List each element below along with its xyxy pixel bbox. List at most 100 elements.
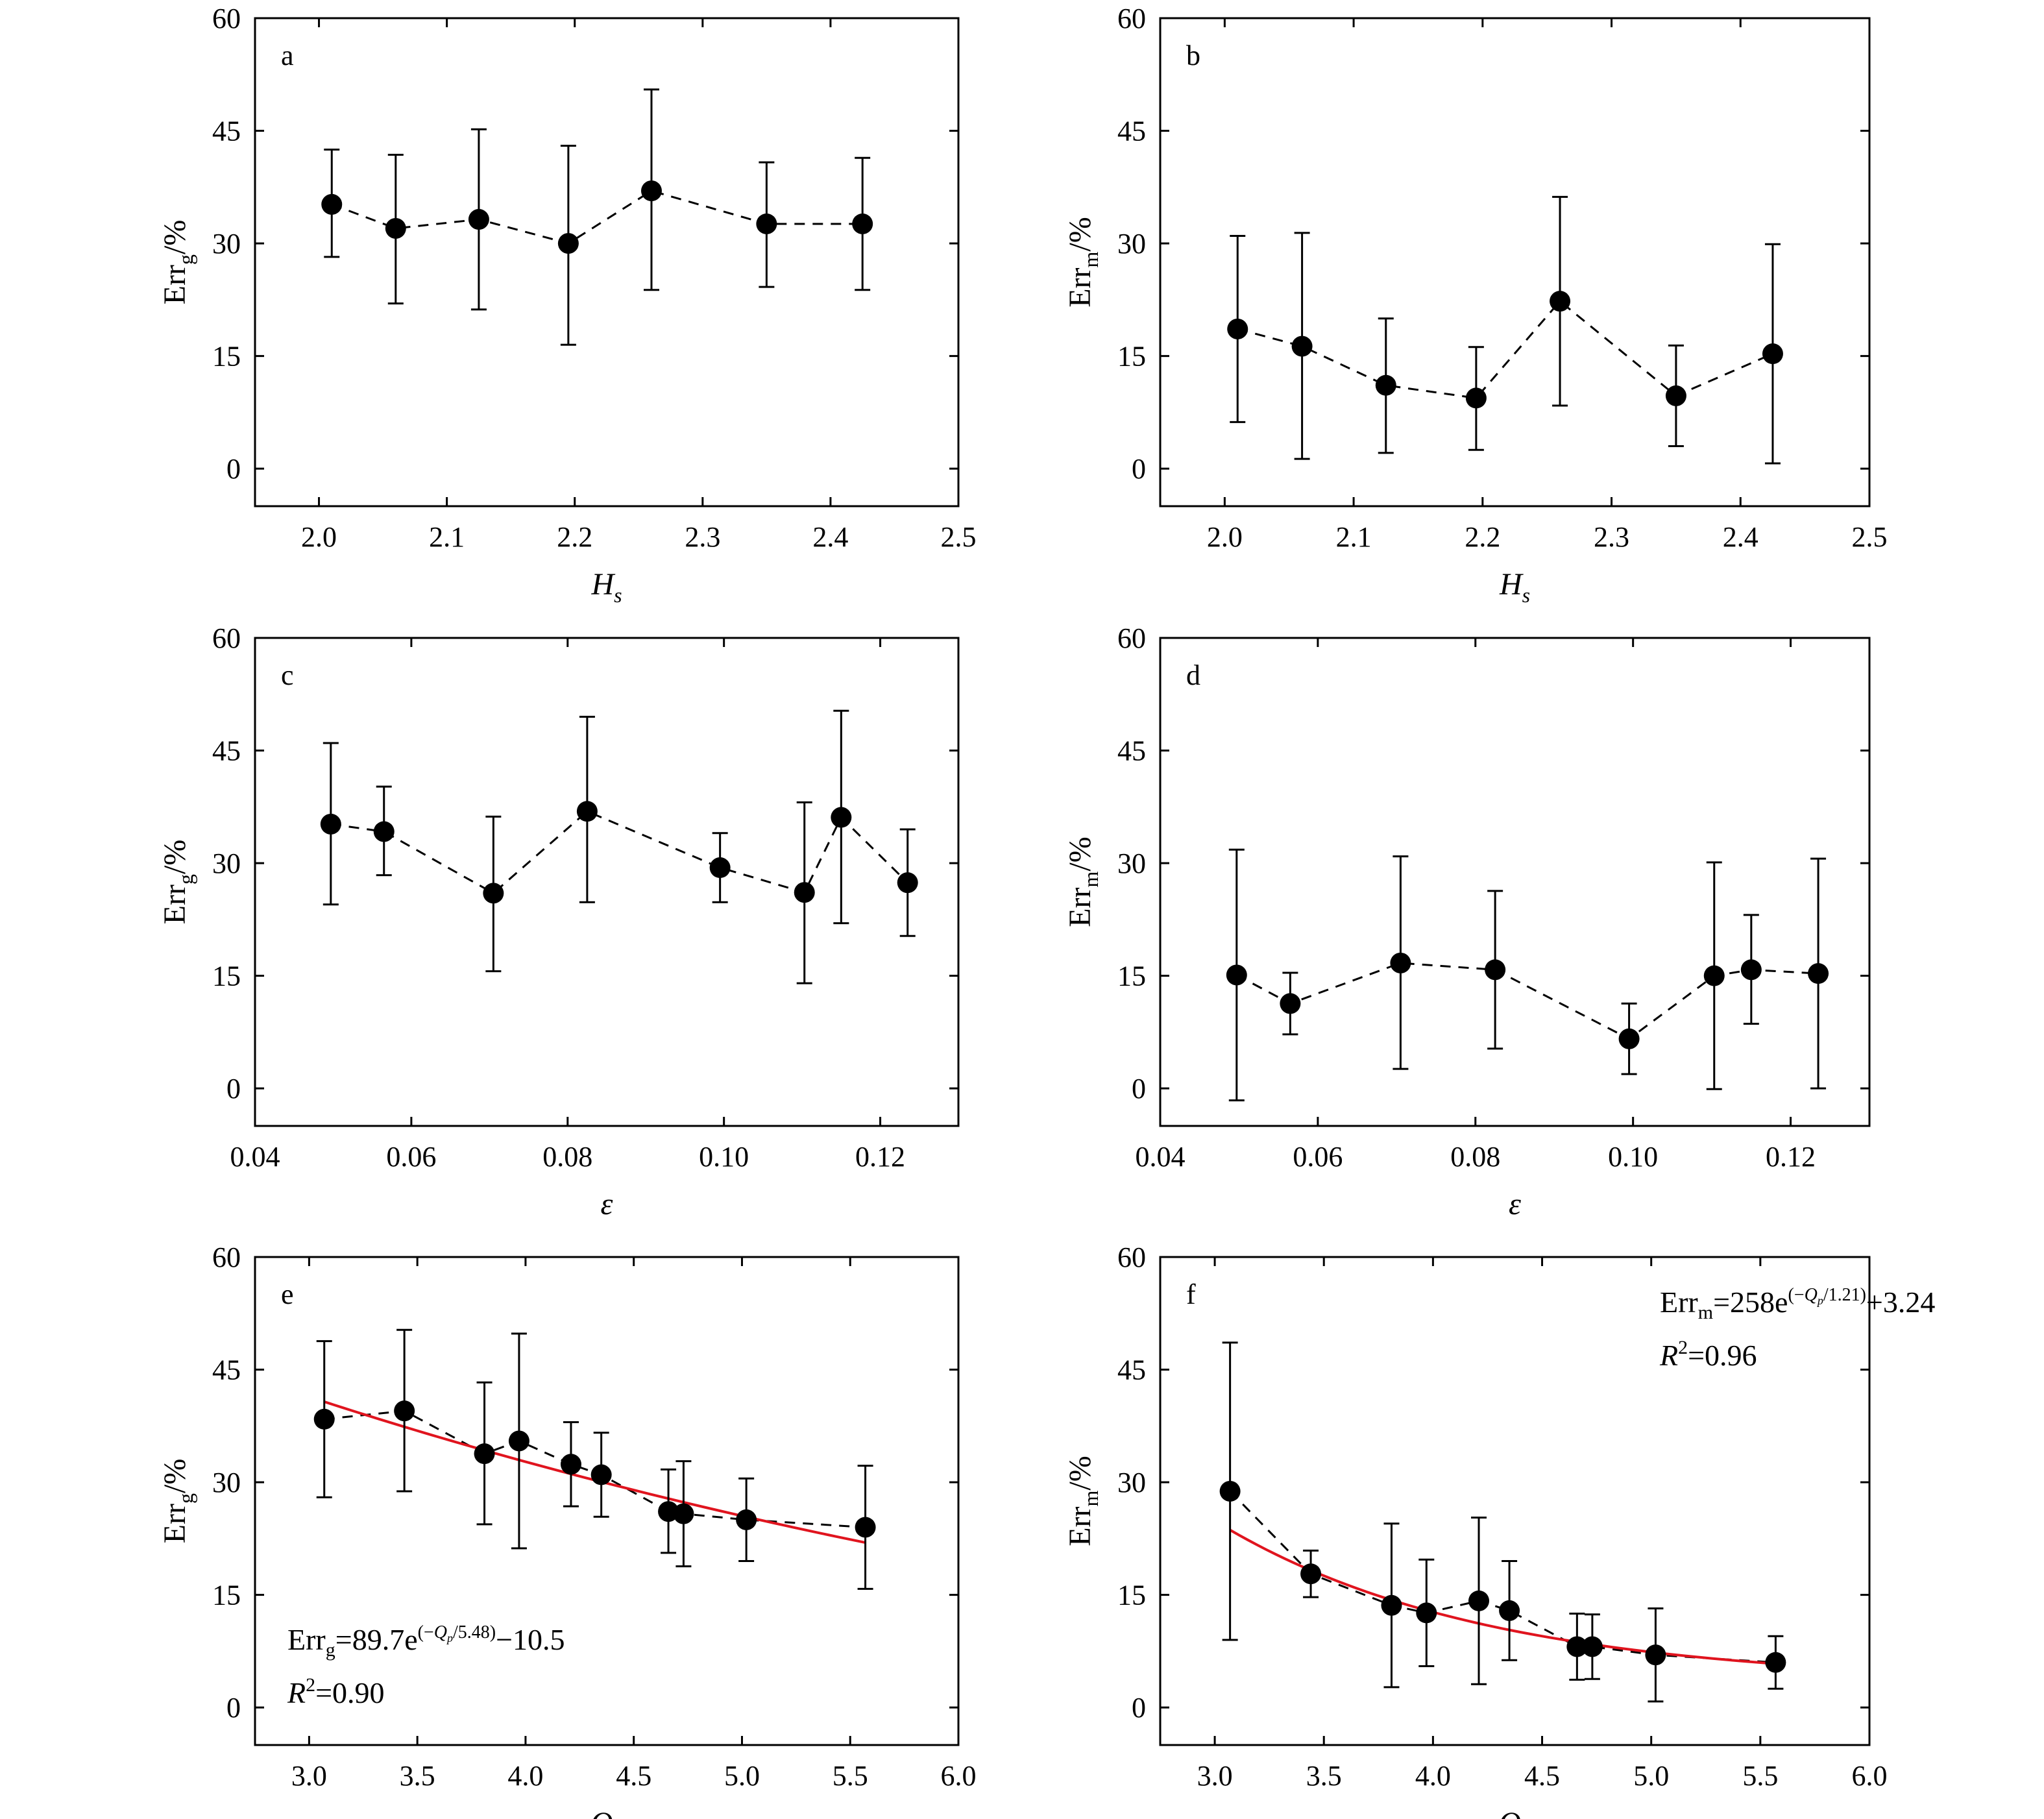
r-squared: R2=0.90: [287, 1674, 385, 1709]
data-point: [321, 193, 343, 215]
x-tick-label: 5.0: [724, 1760, 760, 1792]
plot-frame: [254, 1256, 960, 1746]
x-axis-label-base: Q: [1498, 1806, 1521, 1819]
data-point: [560, 1454, 581, 1475]
y-tick-label: 45: [212, 116, 241, 147]
y-tick-label: 0: [226, 1692, 241, 1724]
data-point: [1280, 993, 1301, 1014]
data-point: [1645, 1644, 1666, 1666]
data-point: [1499, 1600, 1520, 1621]
data-point: [1226, 964, 1247, 986]
series-dashed-line: [330, 810, 908, 895]
eq-tail: +3.24: [1866, 1286, 1935, 1319]
data-point: [1465, 387, 1487, 409]
data-point: [394, 1400, 415, 1422]
x-tick-label: 2.5: [1852, 521, 1888, 553]
data-point: [1703, 965, 1725, 986]
plot-frame: [1159, 637, 1871, 1127]
x-tick-label: 5.5: [833, 1760, 868, 1792]
x-tick-label: 5.5: [1742, 1760, 1778, 1792]
x-tick-label: 0.10: [699, 1141, 749, 1173]
data-point: [1485, 959, 1506, 981]
y-axis-label-base: Err: [158, 1504, 192, 1543]
y-axis-label: Errm/%: [1063, 217, 1102, 308]
y-tick-label: 15: [212, 960, 241, 992]
y-axis-label: Errg/%: [158, 1459, 197, 1544]
panel-letter: d: [1186, 659, 1200, 691]
y-axis-label-base: Err: [1063, 267, 1097, 307]
y-axis-label-base: Err: [1063, 887, 1097, 927]
y-axis-label: Errg/%: [158, 220, 197, 305]
y-tick-label: 30: [212, 848, 241, 879]
y-axis-label-suffix: /%: [158, 840, 192, 874]
y-tick-label: 0: [1132, 1073, 1146, 1105]
data-point: [794, 882, 815, 903]
y-tick-label: 15: [1117, 1580, 1146, 1611]
y-axis-label-sub: m: [1079, 251, 1102, 267]
data-point: [831, 807, 852, 828]
r2-sup: 2: [306, 1674, 315, 1696]
x-axis-label-base: ε: [601, 1187, 613, 1221]
x-axis-label-base: ε: [1509, 1187, 1521, 1221]
panel-a: 0 15 30 45 60 2.0 2.1 2.2 2.3 2.4 2.5 Hs Errg/% a: [158, 3, 977, 607]
y-tick-label: 30: [1117, 848, 1146, 879]
panel-d: 0 15 30 45 60 0.04 0.06 0.08 0.10 0.12 ε Errm/% d: [1063, 622, 1871, 1221]
data-point: [1291, 336, 1313, 357]
panel-letter: c: [281, 659, 294, 691]
plot-frame: [254, 637, 960, 1127]
x-axis-label-base: Q: [590, 1806, 613, 1819]
y-axis-label-base: Err: [158, 885, 192, 924]
x-tick-label: 2.5: [941, 521, 977, 553]
eq-lhs: Err: [287, 1623, 326, 1656]
data-point: [474, 1443, 495, 1465]
eq-exp-pre: (−: [1788, 1285, 1804, 1305]
y-tick-label: 60: [1117, 1241, 1146, 1273]
eq-lhs-sub: m: [1698, 1302, 1713, 1323]
x-axis-label-sub: s: [1522, 583, 1530, 607]
eq-lhs-sub: g: [326, 1639, 335, 1661]
y-tick-label: 15: [212, 341, 241, 372]
eq-exp-var-sub: p: [1816, 1294, 1823, 1307]
y-tick-label: 0: [226, 1073, 241, 1105]
data-point: [508, 1430, 529, 1452]
eq-coef: =258e: [1713, 1286, 1788, 1319]
x-tick-label: 0.06: [386, 1141, 436, 1173]
data-point: [640, 180, 662, 202]
x-axis-label-base: H: [1499, 567, 1524, 602]
y-tick-label: 45: [1117, 1354, 1146, 1386]
y-tick-label: 45: [212, 1354, 241, 1386]
data-point: [673, 1503, 694, 1524]
data-point: [1381, 1594, 1402, 1616]
data-point: [1227, 318, 1248, 339]
plot-frame: [1159, 1256, 1871, 1746]
series-dashed-line: [324, 1410, 866, 1528]
plot-frame: [1159, 17, 1871, 507]
panel-letter: f: [1186, 1278, 1196, 1310]
y-tick-label: 60: [1117, 3, 1146, 34]
plot-frame: [254, 17, 960, 507]
data-point: [1468, 1590, 1490, 1611]
data-point: [1765, 1652, 1786, 1673]
y-axis-label: Errg/%: [158, 840, 197, 925]
data-point: [313, 1408, 335, 1430]
eq-exp-post: /1.21): [1823, 1285, 1866, 1305]
y-tick-label: 0: [1132, 453, 1146, 485]
y-tick-label: 30: [1117, 1467, 1146, 1498]
y-axis-label-sub: g: [174, 254, 197, 265]
y-axis-label-suffix: /%: [1063, 1456, 1097, 1490]
data-point: [590, 1464, 612, 1485]
y-axis-label-suffix: /%: [1063, 836, 1097, 871]
x-tick-label: 2.0: [301, 521, 337, 553]
x-axis-label: ε: [601, 1187, 613, 1221]
y-axis-label: Errm/%: [1063, 836, 1102, 927]
x-tick-label: 2.4: [812, 521, 848, 553]
y-tick-label: 0: [226, 453, 241, 485]
data-point: [1665, 385, 1686, 406]
r2-label: R: [1659, 1339, 1678, 1372]
r-squared: R2=0.96: [1659, 1337, 1757, 1372]
data-point: [897, 872, 918, 894]
x-tick-label: 2.1: [1336, 521, 1372, 553]
y-tick-label: 60: [212, 1241, 241, 1273]
x-tick-label: 4.5: [1524, 1760, 1560, 1792]
r2-value: =0.90: [315, 1676, 384, 1709]
